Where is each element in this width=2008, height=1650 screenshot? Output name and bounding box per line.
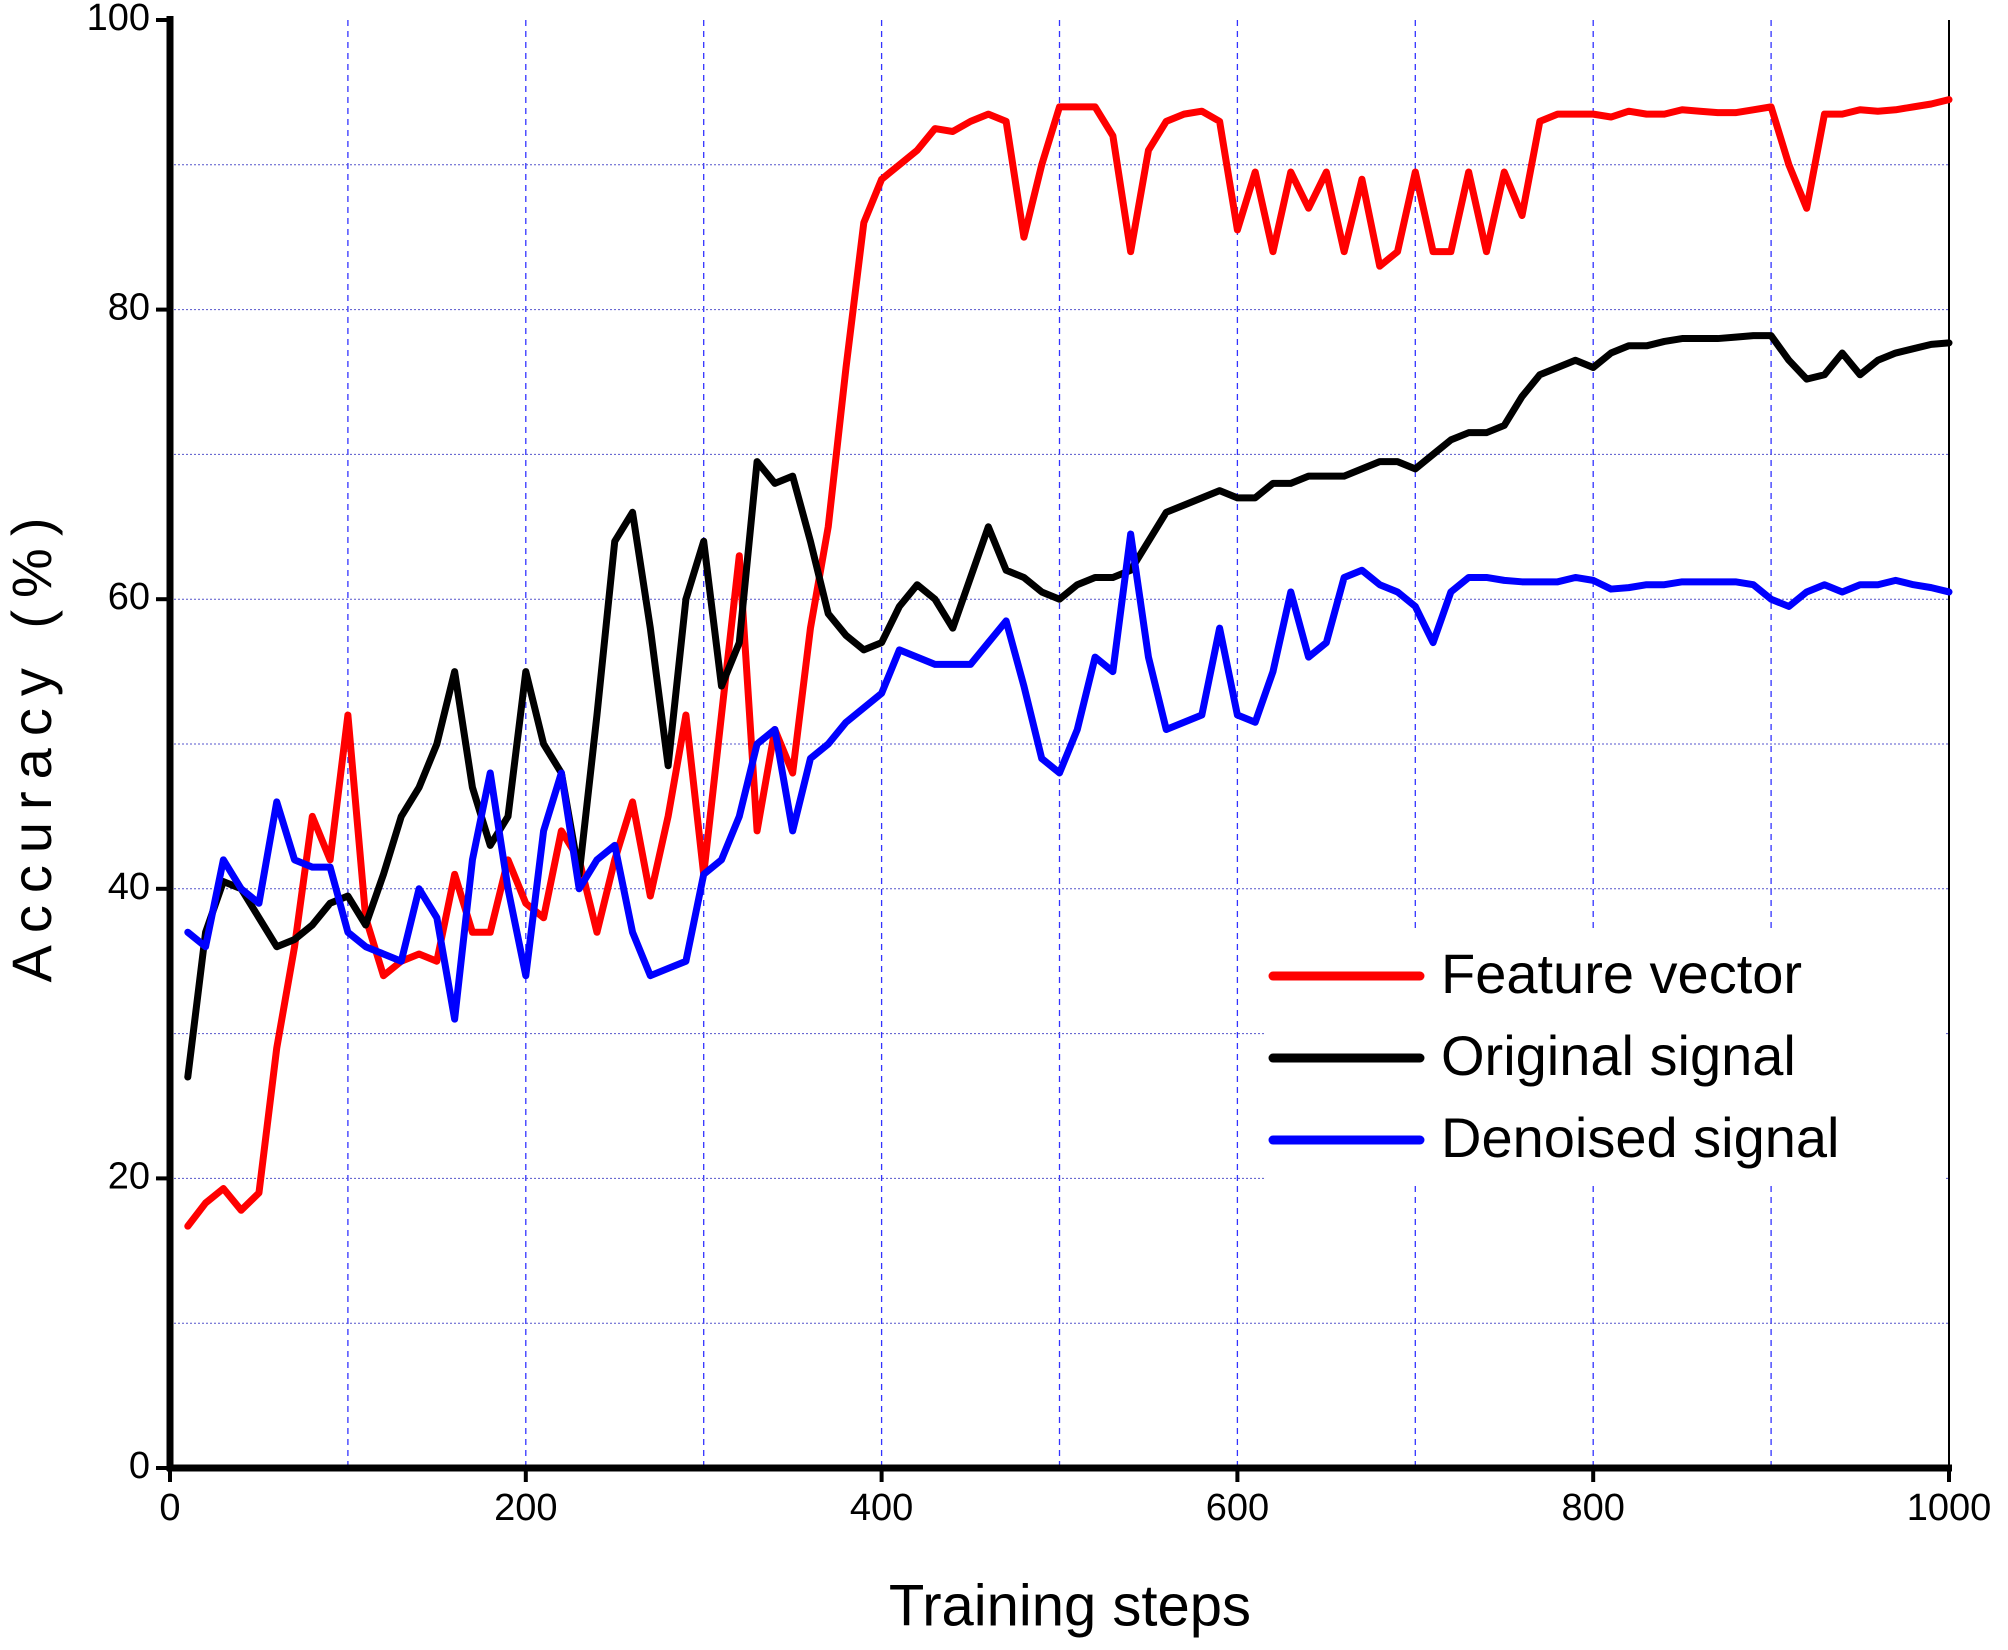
x-tick-label: 1000 <box>1907 1487 1992 1529</box>
legend-label: Original signal <box>1441 1024 1796 1087</box>
y-tick-label: 0 <box>129 1445 150 1487</box>
y-tick-label: 100 <box>87 0 150 39</box>
x-tick-label: 200 <box>494 1487 557 1529</box>
x-axis-title: Training steps <box>889 1573 1251 1638</box>
y-axis-title: Accuracy (%) <box>0 506 63 983</box>
data-line <box>184 96 1953 1230</box>
legend-label: Denoised signal <box>1441 1106 1839 1169</box>
y-tick-label: 80 <box>108 287 150 329</box>
x-tick-label: 800 <box>1561 1487 1624 1529</box>
x-tick-label: 400 <box>850 1487 913 1529</box>
y-tick-label: 20 <box>108 1155 150 1197</box>
y-tick-label: 40 <box>108 866 150 908</box>
y-tick-label: 60 <box>108 576 150 618</box>
x-tick-label: 0 <box>159 1487 180 1529</box>
data-line <box>184 530 1953 1023</box>
legend-label: Feature vector <box>1441 942 1802 1005</box>
x-tick-label: 600 <box>1206 1487 1269 1529</box>
